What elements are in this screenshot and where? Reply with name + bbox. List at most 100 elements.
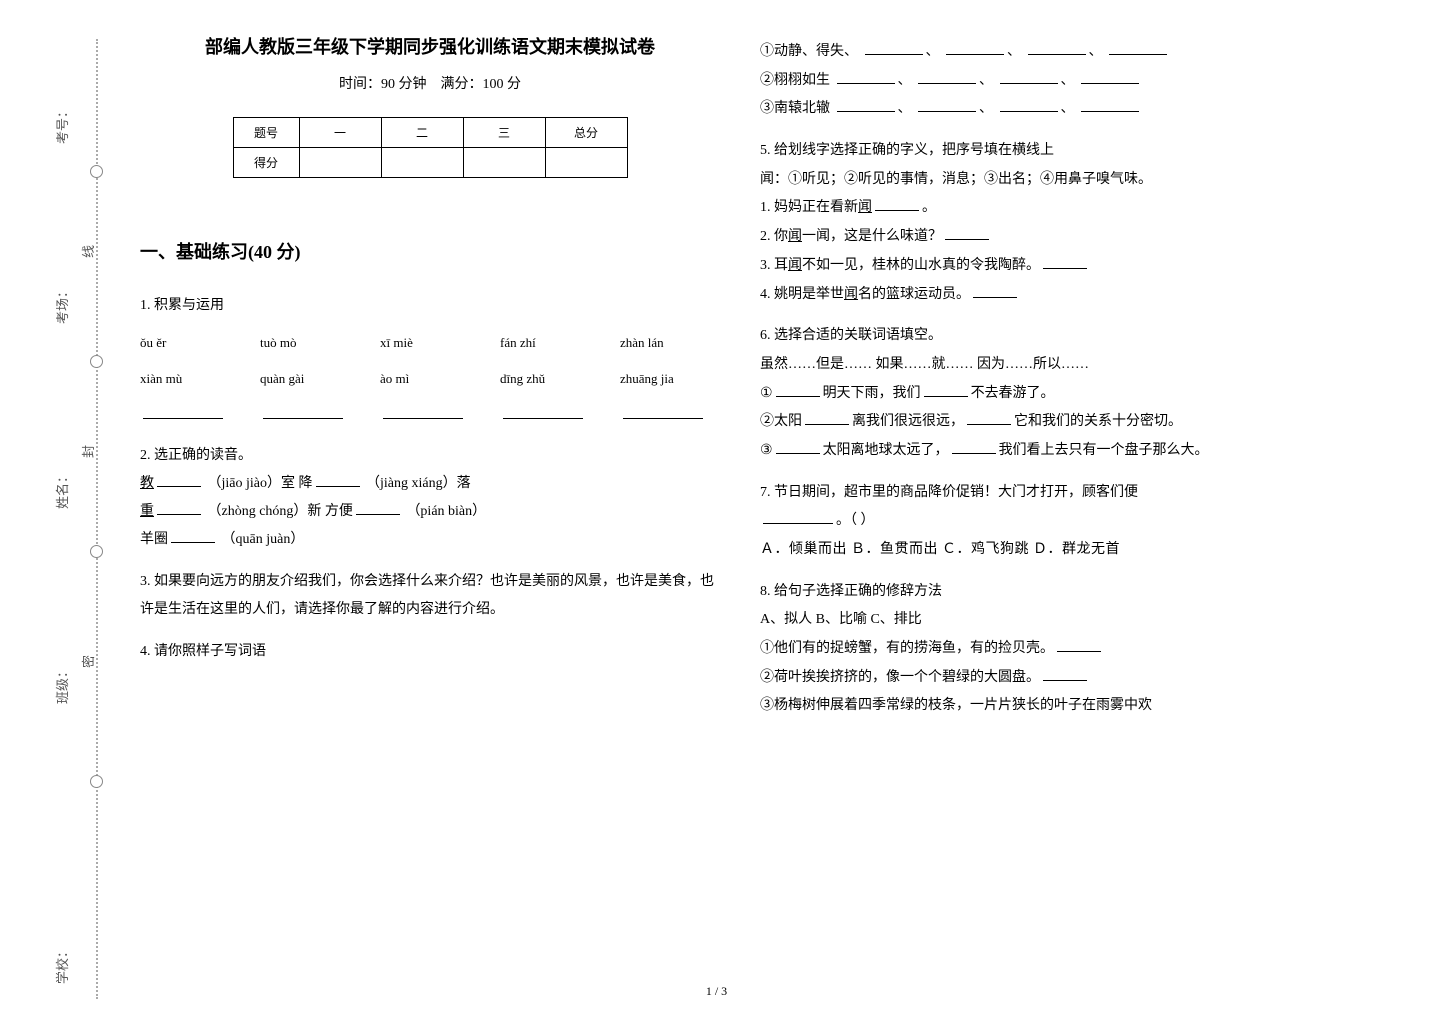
question-7: 7. 节日期间，超市里的商品降价促销！大门才打开，顾客们便 。（ ） Ａ．倾巢而… bbox=[760, 479, 1340, 565]
fill-blank[interactable] bbox=[776, 440, 820, 454]
fill-blank[interactable] bbox=[157, 501, 201, 515]
q-options: 虽然……但是…… 如果……就…… 因为……所以…… bbox=[760, 351, 1340, 380]
cell: 二 bbox=[381, 118, 463, 148]
time-value: 90 分钟 bbox=[381, 77, 427, 92]
text: ① bbox=[760, 386, 773, 401]
fill-blank[interactable] bbox=[945, 226, 989, 240]
pinyin: ào mì bbox=[380, 366, 460, 392]
text: 3. 耳 bbox=[760, 258, 788, 273]
underlined: 闻 bbox=[858, 200, 872, 215]
pinyin: xī miè bbox=[380, 330, 460, 356]
q-def: 闻：①听见；②听见的事情，消息；③出名；④用鼻子嗅气味。 bbox=[760, 166, 1340, 195]
seal-char: 线 bbox=[78, 245, 97, 258]
binding-dotted-line bbox=[96, 39, 98, 999]
fill-blank[interactable] bbox=[805, 411, 849, 425]
fill-blank[interactable] bbox=[837, 70, 895, 84]
text: （pián biàn） bbox=[406, 504, 486, 519]
binding-circle bbox=[90, 775, 103, 788]
binding-label: 学校： bbox=[52, 945, 71, 984]
cell: 一 bbox=[299, 118, 381, 148]
exam-subtitle: 时间：90 分钟 满分：100 分 bbox=[140, 73, 720, 93]
underlined: 闻 bbox=[788, 258, 802, 273]
cell: 得分 bbox=[233, 148, 299, 178]
cell bbox=[463, 148, 545, 178]
q-line: ②荷叶挨挨挤挤的，像一个个碧绿的大圆盘。 bbox=[760, 664, 1340, 693]
section-heading: 一、基础练习(40 分) bbox=[140, 238, 720, 264]
question-3: 3. 如果要向远方的朋友介绍我们，你会选择什么来介绍？也许是美丽的风景，也许是美… bbox=[140, 568, 720, 624]
fill-blank[interactable] bbox=[776, 383, 820, 397]
binding-label: 考场： bbox=[52, 285, 71, 324]
left-column: 部编人教版三年级下学期同步强化训练语文期末模拟试卷 时间：90 分钟 满分：10… bbox=[120, 25, 740, 985]
fill-blank[interactable] bbox=[171, 529, 215, 543]
fill-blank[interactable] bbox=[383, 406, 463, 419]
fill-blank[interactable] bbox=[1109, 41, 1167, 55]
fill-blank[interactable] bbox=[875, 197, 919, 211]
cell: 三 bbox=[463, 118, 545, 148]
text: 一闻，这是什么味道？ bbox=[802, 229, 942, 244]
q-number: 2. 选正确的读音。 bbox=[140, 442, 720, 470]
text: ③ bbox=[760, 443, 773, 458]
fill-blank[interactable] bbox=[356, 501, 400, 515]
text: 。 bbox=[922, 200, 936, 215]
fill-blank[interactable] bbox=[263, 406, 343, 419]
text: 我们看上去只有一个盘子那么大。 bbox=[999, 443, 1209, 458]
underlined: 闻 bbox=[844, 287, 858, 302]
score-label: 满分： bbox=[441, 77, 483, 92]
q-line: ③太阳离地球太远了，我们看上去只有一个盘子那么大。 bbox=[760, 437, 1340, 466]
fill-blank[interactable] bbox=[763, 510, 833, 524]
fill-blank[interactable] bbox=[1057, 638, 1101, 652]
fill-blank[interactable] bbox=[1028, 41, 1086, 55]
question-2: 2. 选正确的读音。 教 （jiāo jiào）室 降 （jiàng xiáng… bbox=[140, 442, 720, 554]
q-line: ②栩栩如生 、 、 、 bbox=[760, 67, 1340, 96]
binding-circle bbox=[90, 165, 103, 178]
q-line: 7. 节日期间，超市里的商品降价促销！大门才打开，顾客们便 。（ ） bbox=[760, 479, 1340, 536]
binding-circle bbox=[90, 545, 103, 558]
pinyin-row: ǒu ěr tuò mò xī miè fán zhí zhàn lán bbox=[140, 330, 720, 356]
fill-blank[interactable] bbox=[837, 98, 895, 112]
fill-blank[interactable] bbox=[503, 406, 583, 419]
text: ①他们有的捉螃蟹，有的捞海鱼，有的捡贝壳。 bbox=[760, 641, 1054, 656]
fill-blank[interactable] bbox=[1043, 255, 1087, 269]
cell bbox=[299, 148, 381, 178]
fill-blank[interactable] bbox=[1081, 98, 1139, 112]
fill-blank[interactable] bbox=[1000, 70, 1058, 84]
fill-blank[interactable] bbox=[967, 411, 1011, 425]
fill-blank[interactable] bbox=[316, 473, 360, 487]
text: （zhòng chóng）新 方便 bbox=[208, 504, 353, 519]
text: 2. 你 bbox=[760, 229, 788, 244]
q-line: 4. 姚明是举世闻名的篮球运动员。 bbox=[760, 281, 1340, 310]
q-line: 2. 你闻一闻，这是什么味道？ bbox=[760, 223, 1340, 252]
fill-blank[interactable] bbox=[157, 473, 201, 487]
pinyin: dīng zhǔ bbox=[500, 366, 580, 392]
fill-blank[interactable] bbox=[952, 440, 996, 454]
fill-blank[interactable] bbox=[946, 41, 1004, 55]
q-line: 羊圈 （quān juàn） bbox=[140, 526, 720, 554]
fill-blank[interactable] bbox=[1000, 98, 1058, 112]
pinyin: zhuāng jia bbox=[620, 366, 700, 392]
pinyin-row: xiàn mù quàn gài ào mì dīng zhǔ zhuāng j… bbox=[140, 366, 720, 392]
q-number: 4. 请你照样子写词语 bbox=[140, 644, 266, 659]
fill-blank[interactable] bbox=[924, 383, 968, 397]
q-number: 1. 积累与运用 bbox=[140, 292, 720, 320]
binding-label: 考号： bbox=[52, 105, 71, 144]
fill-blank[interactable] bbox=[918, 70, 976, 84]
text: 它和我们的关系十分密切。 bbox=[1014, 414, 1182, 429]
fill-blank[interactable] bbox=[623, 406, 703, 419]
q-line: ①动静、得失、 、 、 、 bbox=[760, 38, 1340, 67]
pinyin: zhàn lán bbox=[620, 330, 700, 356]
text: 名的篮球运动员。 bbox=[858, 287, 970, 302]
fill-blank[interactable] bbox=[1043, 667, 1087, 681]
fill-blank[interactable] bbox=[865, 41, 923, 55]
text: （quān juàn） bbox=[222, 532, 305, 547]
fill-blank[interactable] bbox=[918, 98, 976, 112]
binding-label: 姓名： bbox=[52, 470, 71, 509]
text: 明天下雨，我们 bbox=[823, 386, 921, 401]
page-number: 1 / 3 bbox=[706, 984, 727, 999]
fill-blank[interactable] bbox=[973, 284, 1017, 298]
binding-label: 班级： bbox=[52, 665, 71, 704]
fill-blank[interactable] bbox=[143, 406, 223, 419]
text: ②太阳 bbox=[760, 414, 802, 429]
q-line: ②太阳离我们很远很远，它和我们的关系十分密切。 bbox=[760, 408, 1340, 437]
fill-blank[interactable] bbox=[1081, 70, 1139, 84]
text: 不如一见，桂林的山水真的令我陶醉。 bbox=[802, 258, 1040, 273]
